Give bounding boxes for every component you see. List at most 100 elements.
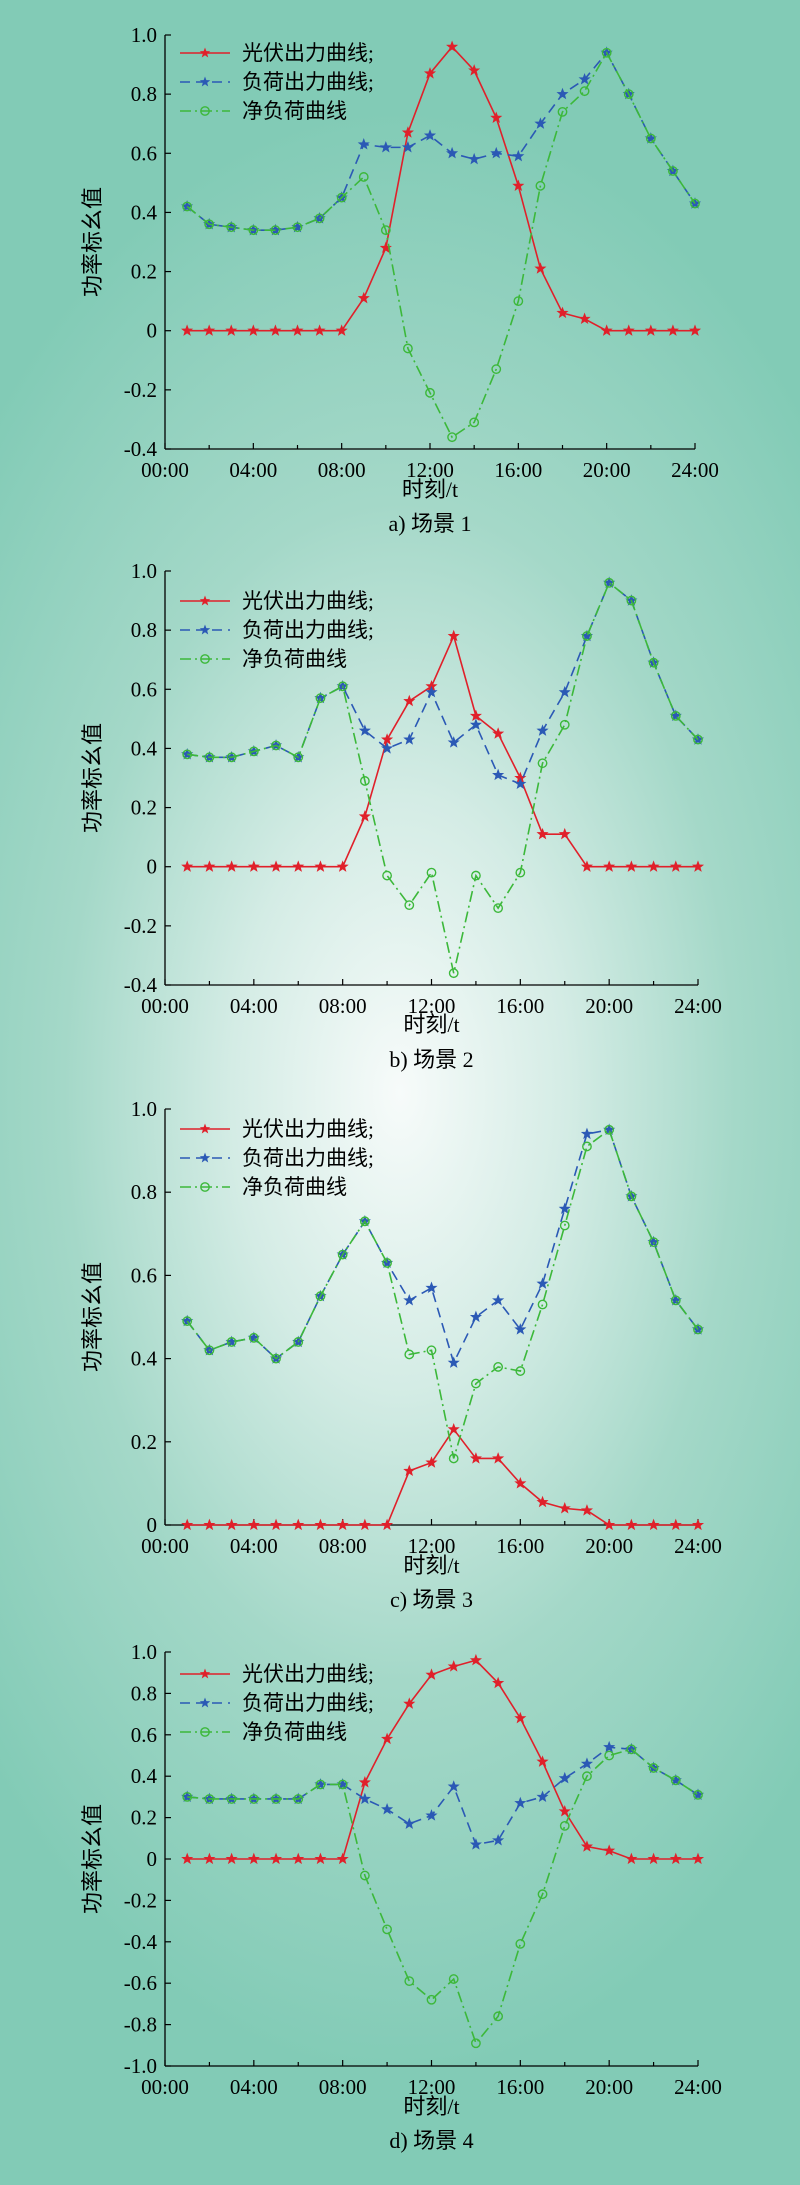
data-point: [537, 1889, 548, 1900]
series-2: [181, 1740, 705, 1850]
series-3: [182, 47, 700, 443]
x-tick-label: 16:00: [496, 1534, 544, 1558]
panel-caption: d) 场景 4: [389, 2128, 473, 2153]
data-point: [425, 1456, 438, 1468]
data-point: [403, 1464, 416, 1477]
data-point: [336, 192, 347, 203]
data-point: [469, 417, 480, 428]
data-point: [404, 1349, 415, 1360]
y-tick-label: 0: [147, 1513, 158, 1537]
series-line: [187, 1427, 698, 1526]
data-point: [203, 1852, 216, 1865]
data-point: [204, 219, 215, 230]
series-1: [181, 40, 702, 336]
legend: 光伏出力曲线; 负荷出力曲线; 净负荷曲线: [180, 41, 374, 123]
y-tick-label: 0.8: [131, 1681, 157, 1705]
data-point: [514, 1477, 527, 1489]
data-point: [403, 1697, 416, 1709]
x-tick-label: 04:00: [230, 2075, 278, 2099]
data-point: [269, 1518, 283, 1531]
data-point: [226, 1794, 237, 1804]
data-point: [336, 860, 349, 872]
x-axis-title: 时刻/t: [403, 1012, 459, 1037]
data-point: [293, 752, 304, 763]
y-tick-label: 0.8: [131, 82, 157, 106]
legend-label: 负荷出力曲线;: [242, 618, 374, 642]
series-3: [182, 1744, 703, 2049]
y-tick-label: 0.6: [131, 1263, 157, 1287]
x-tick-label: 04:00: [230, 1534, 278, 1558]
y-tick-label: -0.2: [124, 378, 157, 402]
data-point: [557, 106, 568, 117]
data-point: [492, 768, 505, 781]
data-point: [182, 1316, 193, 1327]
x-tick-label: 24:00: [674, 1534, 722, 1558]
data-point: [648, 1237, 659, 1248]
x-tick-label: 00:00: [141, 458, 189, 482]
data-point: [182, 201, 192, 212]
data-point: [315, 1291, 326, 1302]
y-axis-title: 功率标幺值: [80, 1804, 105, 1914]
data-point: [688, 324, 702, 336]
x-tick-label: 08:00: [318, 458, 366, 482]
data-point: [536, 1495, 549, 1508]
data-point: [537, 758, 548, 769]
data-point: [404, 1976, 415, 1987]
data-point: [181, 1518, 194, 1531]
x-tick-label: 08:00: [319, 994, 367, 1018]
series-line: [187, 45, 695, 332]
x-tick-label: 20:00: [585, 1534, 633, 1558]
legend: 光伏出力曲线; 负荷出力曲线; 净负荷曲线: [180, 1662, 374, 1744]
data-point: [270, 225, 281, 236]
data-point: [534, 262, 547, 274]
data-point: [225, 1852, 238, 1865]
data-point: [403, 1817, 416, 1829]
data-point: [182, 749, 193, 760]
y-tick-label: -0.2: [124, 1888, 157, 1912]
data-point: [248, 1794, 259, 1804]
data-point: [313, 324, 326, 336]
data-point: [447, 1660, 460, 1672]
data-point: [471, 1378, 481, 1389]
panel-caption: c) 场景 3: [390, 1587, 473, 1612]
x-tick-label: 08:00: [319, 1534, 367, 1558]
data-point: [404, 900, 415, 911]
data-point: [645, 133, 656, 144]
data-point: [604, 1750, 615, 1761]
data-point: [315, 1779, 326, 1790]
y-tick-label: -0.4: [124, 437, 158, 461]
data-point: [203, 860, 216, 872]
legend-marker: [199, 1697, 211, 1708]
data-point: [626, 595, 637, 606]
chart-panel-2: -0.4 -0.2 0 0.2 0.4 0.6 0.8 1.0 00:00 04:00 08:00 1…: [80, 559, 722, 1072]
legend-marker: [199, 1123, 211, 1134]
y-tick-label: 0.6: [131, 141, 157, 165]
data-point: [247, 324, 260, 336]
y-tick-label: -0.4: [124, 1930, 158, 1954]
data-point: [537, 1299, 548, 1310]
data-point: [293, 1337, 304, 1347]
legend-label: 负荷出力曲线;: [242, 70, 374, 94]
data-point: [493, 2011, 504, 2022]
data-point: [425, 387, 435, 398]
data-point: [512, 179, 525, 191]
data-point: [558, 1502, 571, 1514]
y-tick-label: 0.4: [131, 1347, 158, 1371]
y-tick-label: 1.0: [131, 23, 157, 47]
data-point: [492, 1834, 505, 1846]
data-point: [623, 89, 634, 100]
data-point: [512, 149, 525, 162]
data-point: [426, 867, 437, 878]
x-tick-label: 04:00: [229, 458, 277, 482]
data-point: [314, 213, 325, 224]
data-point: [691, 1852, 705, 1865]
legend-marker: [199, 624, 211, 635]
data-point: [337, 1249, 348, 1260]
series-line: [187, 1748, 699, 2045]
data-point: [469, 1310, 482, 1323]
data-point: [490, 146, 503, 159]
legend: 光伏出力曲线; 负荷出力曲线; 净负荷曲线: [180, 589, 374, 671]
data-point: [469, 1838, 482, 1850]
data-point: [647, 1518, 660, 1531]
x-tick-label: 16:00: [496, 2075, 544, 2099]
